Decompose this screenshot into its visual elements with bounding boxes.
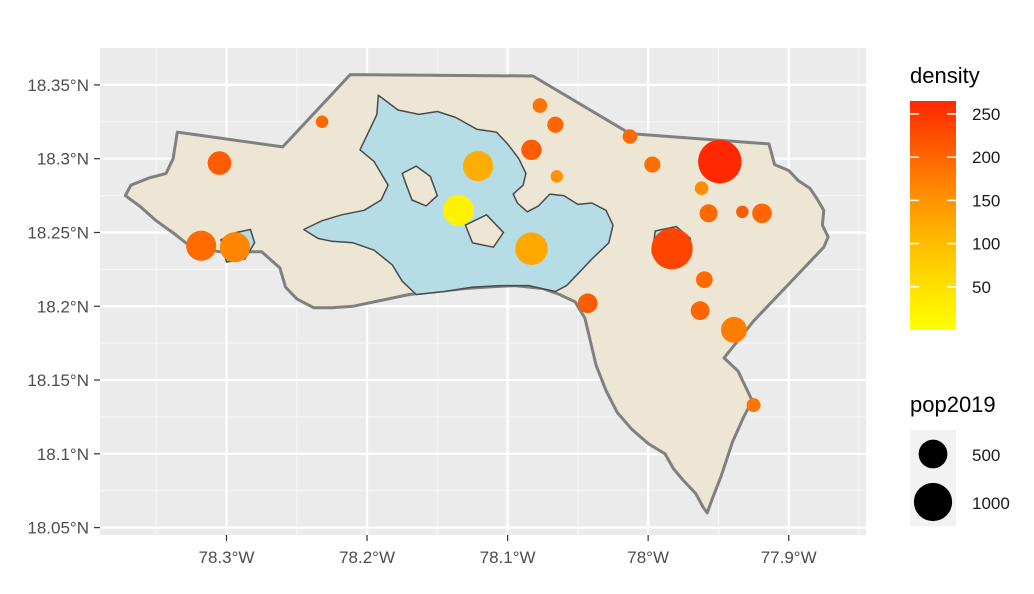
population-point [550,170,564,183]
island-polygon [464,213,505,249]
pop2019-legend: pop2019 500 1000 [910,392,1010,526]
population-point [690,301,710,321]
pop2019-legend-label: 1000 [972,494,1010,513]
population-point [720,316,747,343]
pop2019-legend-title: pop2019 [910,392,996,417]
plot-panel [100,48,866,535]
x-axis: 78.3°W 78.2°W 78.1°W 78°W 77.9°W [199,535,817,567]
population-point [651,228,693,270]
density-legend-label: 100 [972,235,1000,254]
y-tick-label: 18.25°N [27,223,89,242]
y-tick-label: 18.35°N [27,76,89,95]
population-point [219,232,250,263]
population-point [463,150,494,182]
population-point [547,116,564,133]
density-legend-label: 200 [972,148,1000,167]
x-tick-label: 78°W [627,548,669,567]
population-point [746,398,761,413]
population-point [442,194,474,226]
population-point [736,205,749,219]
population-point [694,181,709,195]
x-tick-label: 78.1°W [480,548,536,567]
population-point [207,151,232,175]
y-tick-label: 18.2°N [37,297,89,316]
population-point [515,232,548,266]
population-point [521,139,542,161]
y-tick-label: 18.1°N [37,445,89,464]
population-point [752,203,772,224]
island-polygon [401,165,439,207]
population-point [186,230,217,261]
y-axis: 18.05°N 18.1°N 18.15°N 18.2°N 18.25°N 18.3°N 1… [27,76,100,538]
x-tick-label: 77.9°W [761,548,817,567]
population-point [577,293,598,314]
population-point [696,271,713,289]
density-legend-label: 150 [972,191,1000,210]
size-legend-dot [913,482,953,522]
population-point [698,139,742,184]
population-point [532,98,548,113]
size-legend-dot [918,439,948,469]
x-tick-label: 78.3°W [199,548,255,567]
x-tick-label: 78.2°W [339,548,395,567]
population-point [699,204,718,223]
density-legend-label: 50 [972,278,991,297]
population-point [644,156,661,173]
pop2019-legend-label: 500 [972,446,1000,465]
density-colorbar [910,101,956,330]
density-legend-title: density [910,63,980,88]
density-legend-label: 250 [972,105,1000,124]
y-tick-label: 18.15°N [27,371,89,390]
density-legend: density 50 100 150 200 250 [910,63,1000,330]
y-tick-label: 18.05°N [27,519,89,538]
population-point [622,129,638,144]
y-tick-label: 18.3°N [37,150,89,169]
population-point [315,115,329,129]
